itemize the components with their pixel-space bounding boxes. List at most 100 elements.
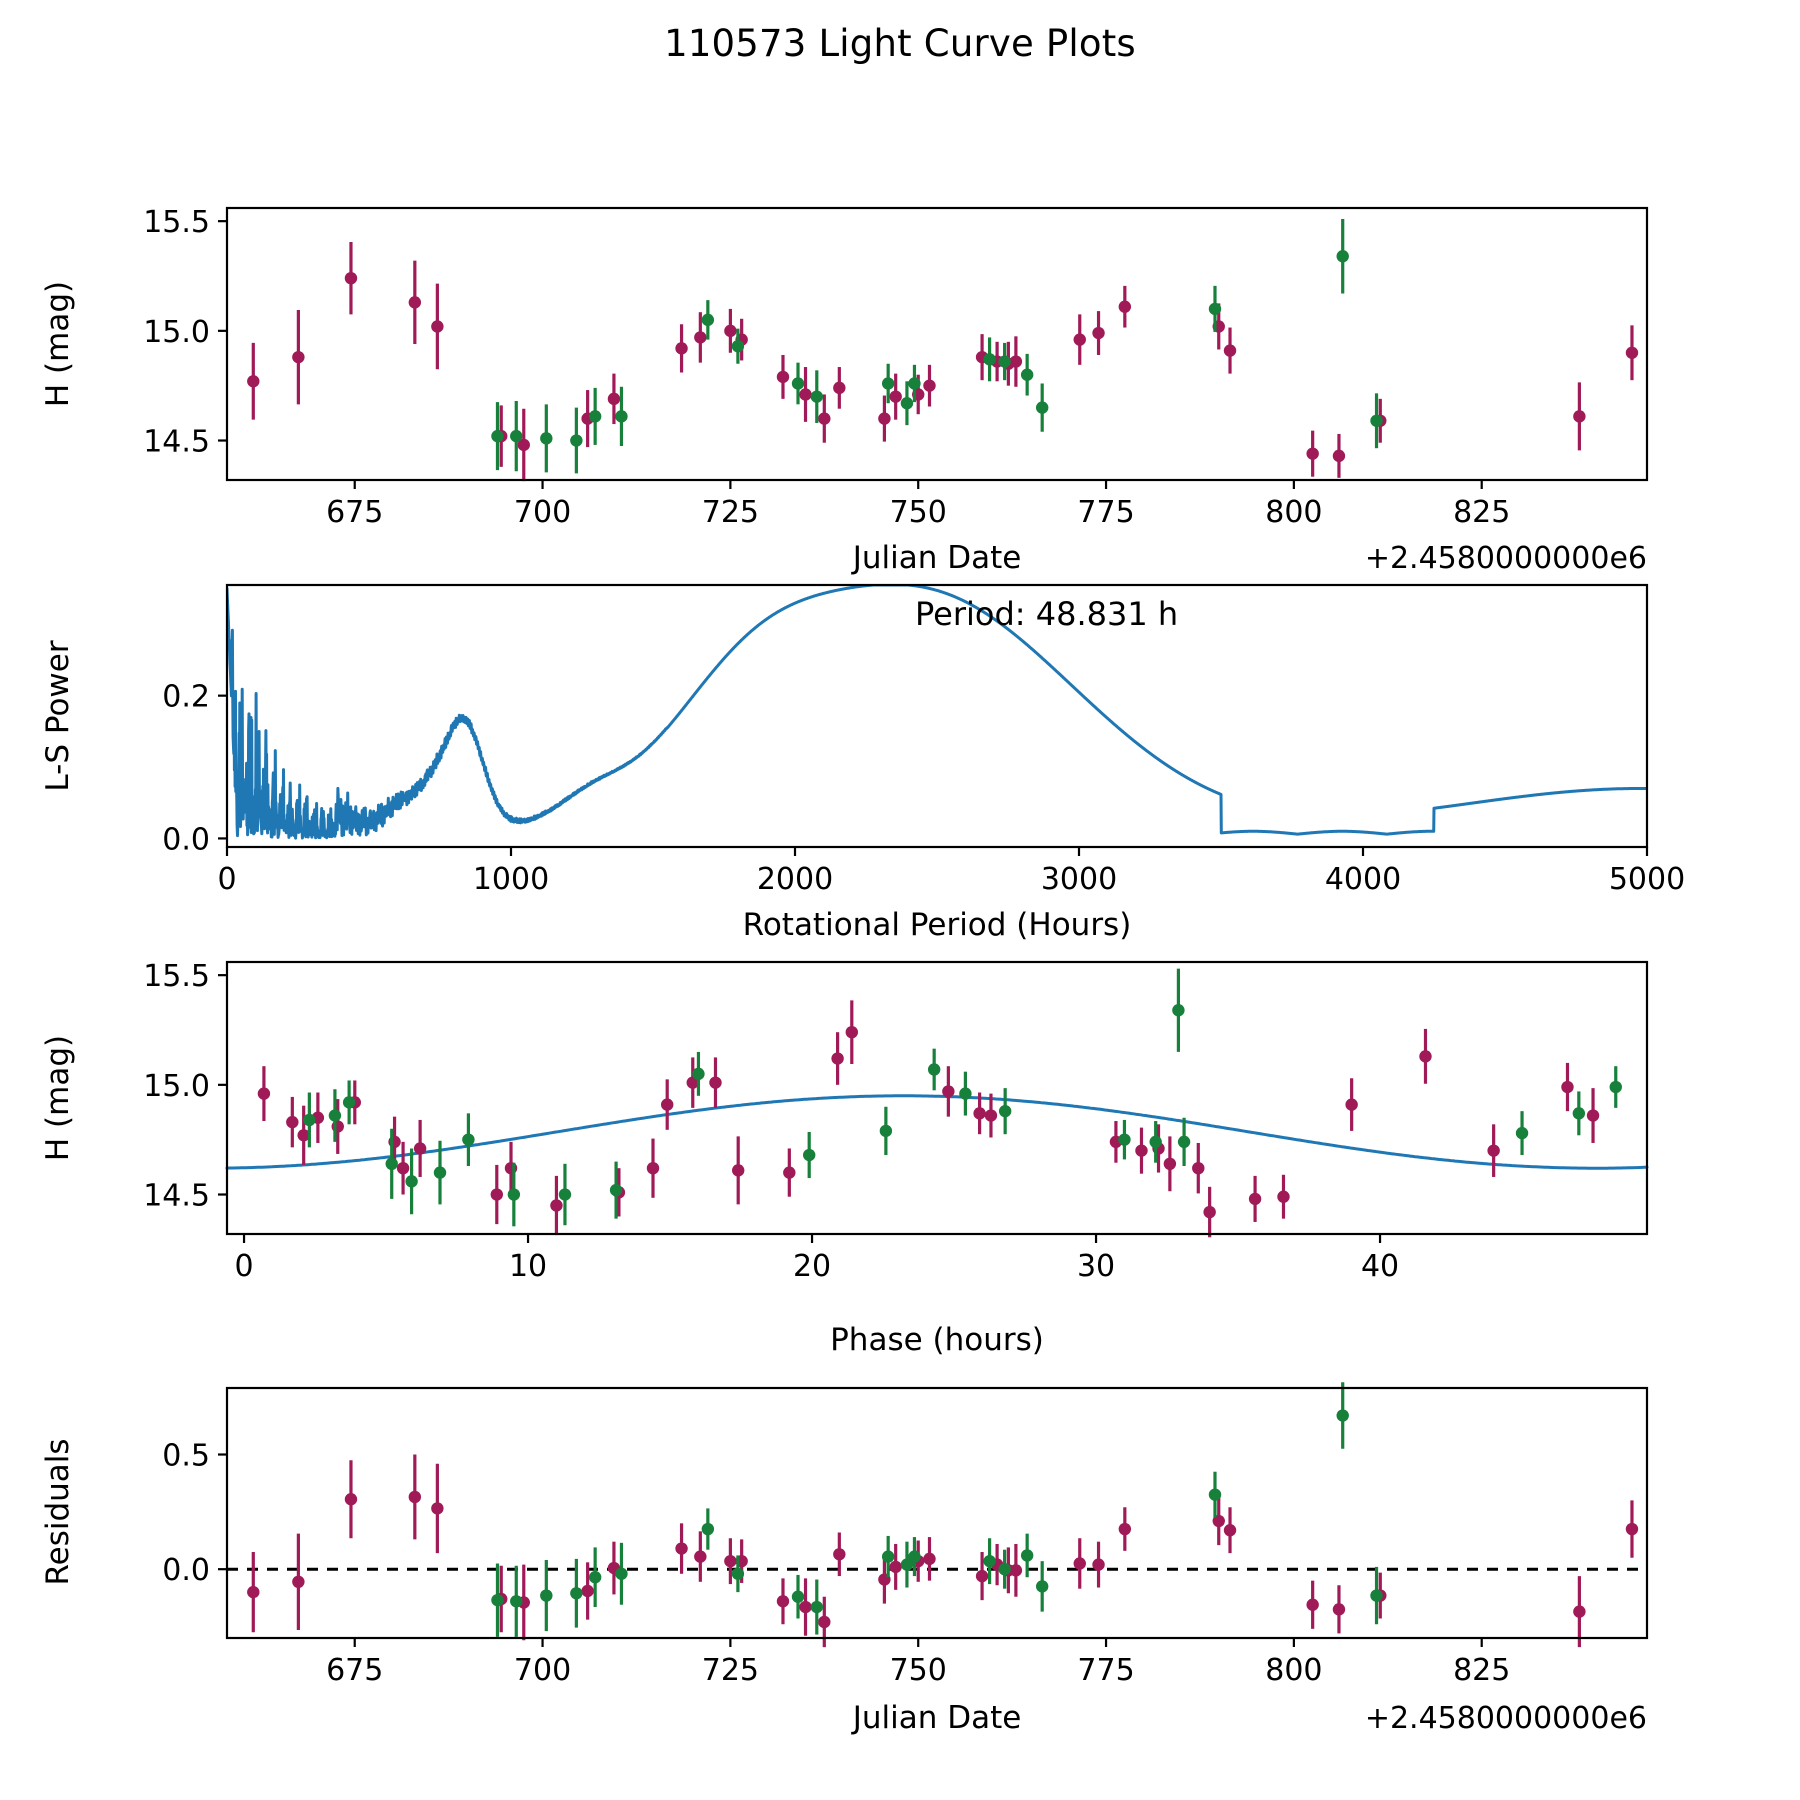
data-point xyxy=(879,1124,893,1138)
x-tick-label: 675 xyxy=(326,1653,383,1688)
x-tick-label: 750 xyxy=(890,1653,947,1688)
x-axis-label: Julian Date xyxy=(851,540,1022,576)
data-point xyxy=(694,1550,707,1563)
y-tick-label: 14.5 xyxy=(143,425,210,460)
data-point xyxy=(818,1615,831,1629)
y-tick-label: 14.5 xyxy=(143,1179,210,1214)
y-axis-label: H (mag) xyxy=(40,1035,76,1161)
data-point xyxy=(908,1550,921,1563)
x-tick-label: 20 xyxy=(793,1249,831,1284)
data-point xyxy=(1487,1144,1500,1157)
data-point xyxy=(959,1087,972,1100)
data-point xyxy=(558,1188,572,1201)
x-axis-label: Phase (hours) xyxy=(830,1322,1044,1358)
data-point xyxy=(615,1567,628,1580)
data-point xyxy=(490,1188,503,1201)
x-tick-label: 30 xyxy=(1077,1249,1115,1284)
data-point xyxy=(1561,1080,1574,1094)
data-point xyxy=(1419,1050,1432,1063)
x-axis-label: Rotational Period (Hours) xyxy=(743,907,1132,943)
data-point xyxy=(783,1166,796,1179)
data-point xyxy=(540,432,553,445)
phase-folded-svg: 0 10 20 30 40 14.5 15.0 15.5 Phase (hours) H (m… xyxy=(40,959,1649,1358)
x-tick-label: 5000 xyxy=(1609,862,1685,897)
x-tick-label: 725 xyxy=(702,1653,759,1688)
data-point xyxy=(1336,1409,1349,1422)
data-point xyxy=(833,1548,846,1561)
data-point xyxy=(1208,1488,1222,1501)
y-axis-label: L-S Power xyxy=(40,640,76,791)
data-point xyxy=(1248,1192,1262,1206)
data-point xyxy=(344,1493,358,1506)
data-point xyxy=(1035,401,1049,414)
data-point xyxy=(1118,1133,1131,1146)
data-point xyxy=(1073,333,1086,346)
x-tick-label: 4000 xyxy=(1325,862,1401,897)
data-point xyxy=(1370,1589,1383,1602)
x-tick-label: 3000 xyxy=(1041,862,1117,897)
data-point xyxy=(413,1142,427,1155)
y-tick-label: 0.2 xyxy=(162,680,210,715)
data-point xyxy=(694,331,707,344)
data-point xyxy=(799,1600,812,1614)
data-point xyxy=(776,370,790,384)
x-tick-label: 800 xyxy=(1265,495,1322,530)
data-point xyxy=(1223,344,1237,357)
data-point xyxy=(1073,1557,1086,1570)
x-tick-label: 775 xyxy=(1077,495,1134,530)
data-point xyxy=(1203,1205,1216,1219)
data-point xyxy=(615,410,628,423)
data-point xyxy=(923,379,936,392)
x-tick-label: 750 xyxy=(890,495,947,530)
data-point xyxy=(292,350,305,364)
y-tick-label: 15.0 xyxy=(143,1069,210,1104)
data-point xyxy=(1118,1522,1132,1536)
x-tick-label: 675 xyxy=(326,495,383,530)
periodogram-svg: 0 1000 2000 3000 4000 5000 0.0 0.2 Period: 48.8… xyxy=(40,583,1685,943)
data-point xyxy=(328,1109,342,1122)
data-point xyxy=(709,1076,722,1089)
series-series_b xyxy=(491,218,1383,474)
data-point xyxy=(1306,1598,1319,1611)
data-point xyxy=(1336,250,1349,263)
data-point xyxy=(810,390,823,403)
panel-lightcurve: 675 700 725 750 775 800 825 14.5 15.0 15.5 Julian… xyxy=(0,150,1800,580)
data-point xyxy=(791,377,805,390)
data-point xyxy=(1009,355,1023,368)
data-point xyxy=(998,355,1011,368)
data-point xyxy=(845,1025,858,1039)
series-series_a xyxy=(247,242,1639,482)
data-point xyxy=(1177,1135,1191,1149)
data-point xyxy=(833,381,846,395)
x-tick-label: 800 xyxy=(1265,1653,1322,1688)
data-point xyxy=(1625,1522,1639,1536)
y-tick-label: 0.0 xyxy=(162,1553,210,1588)
x-axis-offset-label: +2.4580000000e6 xyxy=(1365,541,1647,576)
data-point xyxy=(396,1161,410,1175)
x-tick-label: 0 xyxy=(217,862,236,897)
data-point xyxy=(570,434,583,447)
y-axis-label: Residuals xyxy=(40,1438,76,1585)
data-point xyxy=(686,1076,699,1089)
x-axis-label: Julian Date xyxy=(851,1700,1022,1736)
data-point xyxy=(810,1600,823,1614)
series-series_b xyxy=(491,1382,1383,1637)
data-point xyxy=(983,353,996,366)
panel-periodogram: 0 1000 2000 3000 4000 5000 0.0 0.2 Period: 48.8… xyxy=(0,570,1800,950)
series-series_a xyxy=(257,1000,1600,1238)
data-point xyxy=(286,1115,299,1129)
data-point xyxy=(983,1554,996,1568)
data-point xyxy=(927,1063,941,1076)
data-point xyxy=(408,1490,422,1504)
data-point xyxy=(900,397,914,410)
data-point xyxy=(588,410,602,423)
data-point xyxy=(247,375,260,388)
x-tick-label: 0 xyxy=(234,1249,253,1284)
data-point xyxy=(385,1157,398,1171)
data-point xyxy=(1208,302,1222,316)
data-point xyxy=(1172,1004,1185,1017)
data-point xyxy=(609,1183,623,1197)
data-point xyxy=(433,1166,447,1179)
y-tick-label: 0.0 xyxy=(162,822,210,857)
data-point xyxy=(692,1067,705,1081)
